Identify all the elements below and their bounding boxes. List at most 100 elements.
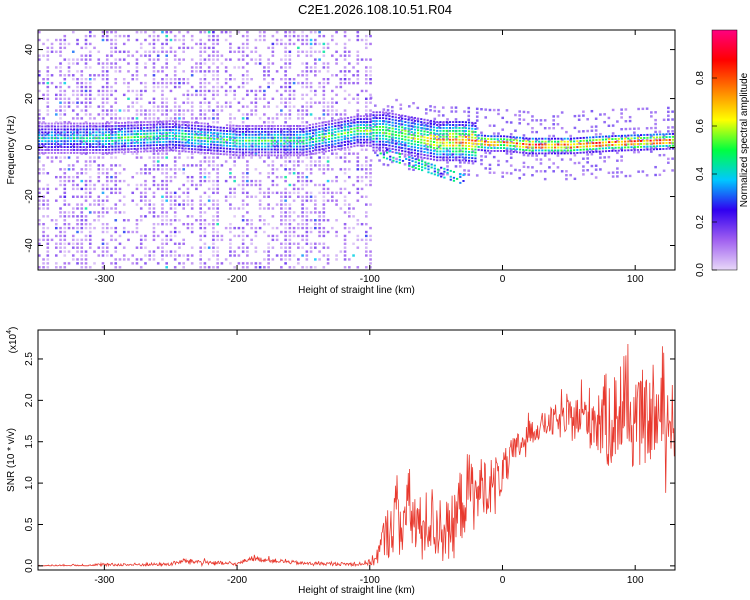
spectrogram-cell — [152, 141, 155, 144]
spectrogram-cell — [388, 147, 391, 150]
spectrogram-cell — [439, 144, 442, 147]
spectrogram-cell — [82, 146, 85, 148]
spectrogram-cell — [335, 230, 338, 234]
spectrogram-cell — [105, 246, 109, 249]
spectrogram-cell — [232, 154, 235, 156]
spectrogram-cell — [136, 124, 139, 127]
spectrogram-cell — [292, 230, 296, 234]
spectrogram-cell — [254, 139, 257, 142]
spectrogram-cell — [624, 143, 627, 146]
spectrogram-cell — [229, 101, 232, 104]
spectrogram-cell — [569, 137, 573, 140]
spectrogram-cell — [280, 125, 283, 127]
spectrogram-cell — [404, 126, 407, 129]
spectrogram-cell — [560, 146, 563, 149]
spectrogram-cell — [458, 126, 461, 129]
spectrogram-cell — [331, 38, 334, 42]
spectrogram-cell — [334, 128, 337, 131]
spectrogram-cell — [280, 66, 283, 69]
spectrogram-cell — [44, 143, 47, 146]
spectrogram-cell — [105, 78, 109, 81]
spectrogram-cell — [136, 141, 139, 144]
spectrogram-cell — [305, 164, 309, 167]
spectrogram-cell — [184, 135, 187, 138]
spectrogram-cell — [343, 138, 346, 141]
spectrogram-cell — [426, 122, 429, 125]
spectrogram-cell — [560, 158, 564, 161]
spectrogram-cell — [270, 148, 273, 151]
spectrogram-cell — [173, 125, 177, 128]
spectrogram-cell — [339, 81, 343, 85]
spectrogram-cell — [369, 42, 372, 46]
spectrogram-cell — [292, 93, 296, 97]
spectrogram-cell — [445, 144, 448, 147]
spectrogram-cell — [337, 139, 340, 142]
spectrogram-cell — [105, 148, 109, 151]
spectrogram-cell — [60, 128, 63, 131]
spectrogram-cell — [267, 254, 270, 257]
spectrogram-cell — [209, 143, 213, 146]
spectrogram-cell — [267, 222, 270, 226]
spectrogram-cell — [144, 50, 147, 53]
spectrogram-cell — [423, 145, 426, 148]
spectrogram-cell — [203, 149, 206, 151]
spectrogram-cell — [429, 143, 432, 146]
spectrogram-cell — [233, 164, 236, 167]
spectrogram-cell — [280, 85, 283, 89]
spectrogram-cell — [263, 66, 266, 69]
spectrogram-cell — [212, 70, 215, 73]
spectrogram-cell — [327, 135, 331, 138]
spectrogram-cell — [190, 215, 194, 218]
spectrogram-cell — [135, 78, 139, 81]
spectrogram-cell — [518, 118, 522, 121]
spectrogram-cell — [114, 113, 118, 116]
spectrogram-cell — [42, 152, 45, 155]
spectrogram-cell — [509, 164, 513, 167]
spectrogram-cell — [97, 144, 101, 148]
spectrogram-cell — [586, 169, 589, 172]
spectrogram-cell — [284, 97, 287, 100]
spectrogram-cell — [165, 195, 168, 198]
spectrogram-cell — [292, 127, 295, 130]
spectrogram-cell — [318, 30, 321, 34]
spectrogram-cell — [522, 151, 525, 154]
spectrogram-cell — [203, 246, 207, 249]
spectrogram-cell — [343, 148, 347, 151]
spectrogram-cell — [233, 226, 236, 230]
spectrogram-cell — [579, 140, 582, 142]
spectrogram-cell — [297, 38, 300, 42]
spectrogram-cell — [522, 149, 526, 153]
spectrogram-cell — [139, 124, 143, 127]
spectrogram-cell — [356, 234, 360, 238]
spectrogram-cell — [292, 142, 295, 145]
spectrogram-cell — [301, 97, 304, 100]
spectrogram-cell — [417, 120, 420, 123]
spectrogram-cell — [101, 93, 105, 97]
spectrogram-cell — [654, 146, 657, 149]
spectrogram-cell — [203, 109, 207, 112]
spectrogram-cell — [314, 160, 317, 163]
spectrogram-cell — [144, 27, 147, 29]
spectrogram-cell — [190, 46, 194, 50]
spectrogram-cell — [586, 157, 589, 160]
spectrogram-cell — [118, 66, 122, 69]
spectrogram-cell — [47, 125, 50, 128]
spectrogram-cell — [224, 105, 228, 108]
spectrogram-cell — [80, 168, 84, 171]
spectrogram-cell — [82, 134, 85, 137]
spectrogram-cell — [305, 168, 309, 171]
spectrogram-cell — [209, 137, 213, 140]
spectrogram-cell — [436, 135, 439, 138]
spectrogram-cell — [161, 187, 164, 191]
spectrogram-cell — [169, 109, 173, 112]
spectrogram-cell — [63, 179, 67, 183]
spectrogram-cell — [213, 135, 216, 137]
spectrogram-cell — [241, 234, 245, 238]
spectrogram-cell — [169, 117, 173, 120]
spectrogram-cell — [162, 149, 165, 152]
spectrogram-cell — [565, 177, 568, 181]
spectrogram-cell — [301, 266, 304, 269]
spectrogram-cell — [213, 146, 216, 149]
spectrogram-cell — [260, 151, 264, 154]
spectrogram-cell — [57, 146, 60, 148]
